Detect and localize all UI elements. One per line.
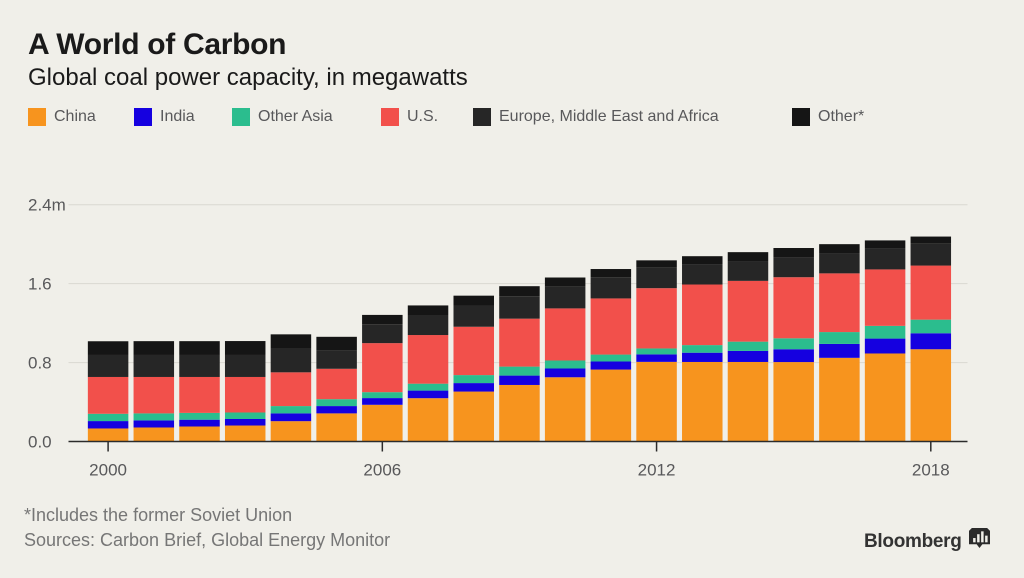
svg-text:2.4m: 2.4m [28,196,66,215]
svg-text:1.6: 1.6 [28,275,52,294]
svg-text:0.8: 0.8 [28,354,52,373]
svg-text:2006: 2006 [363,461,401,480]
svg-text:2000: 2000 [89,461,127,480]
svg-text:0.0: 0.0 [28,433,52,452]
svg-text:2018: 2018 [912,461,950,480]
svg-text:2012: 2012 [638,461,676,480]
